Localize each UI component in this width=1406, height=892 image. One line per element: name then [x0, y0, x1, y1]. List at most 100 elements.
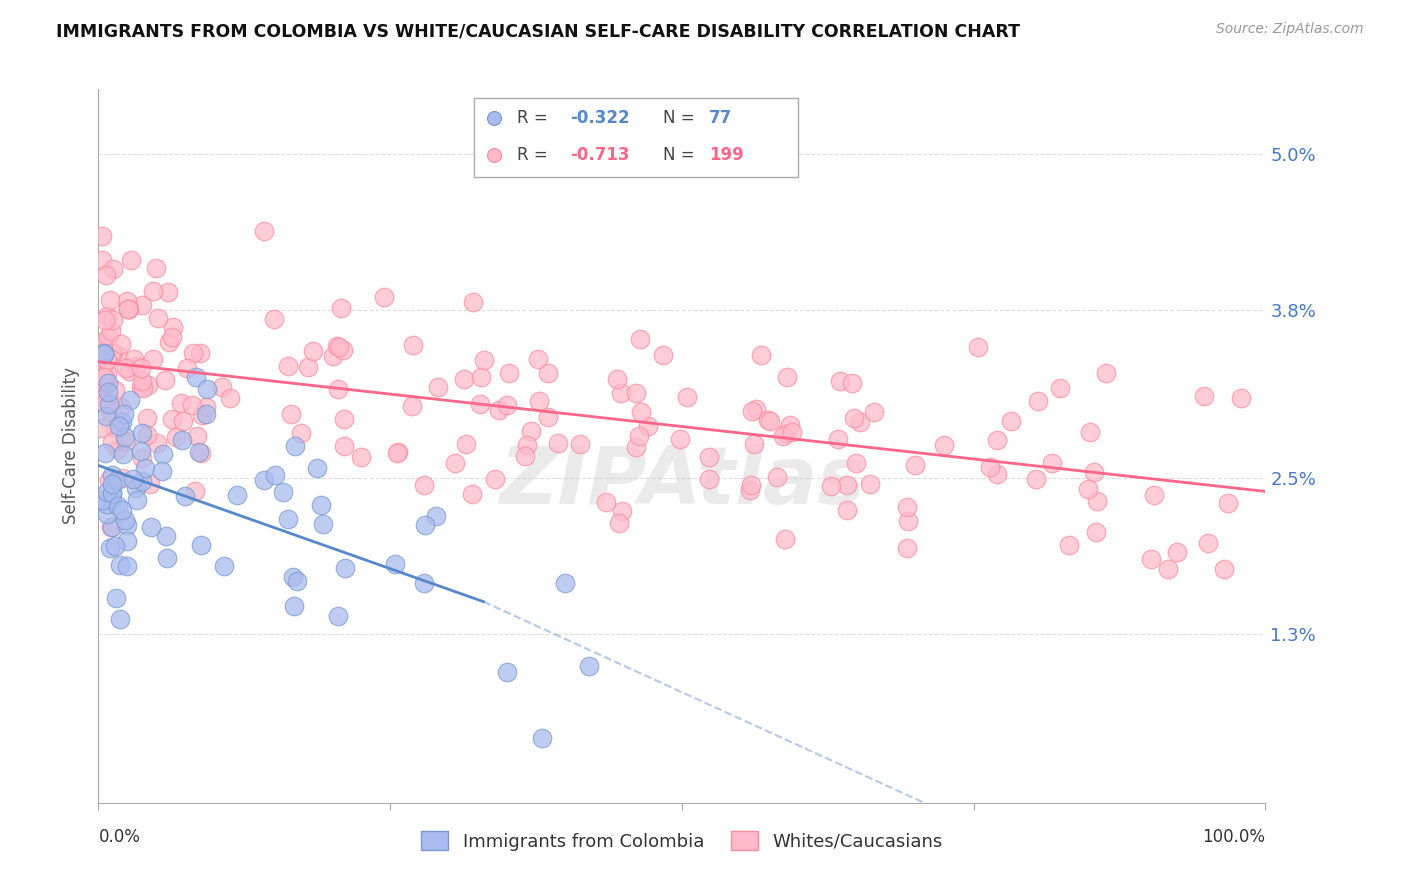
Point	[820, 478, 842, 492]
Point	[1026, 393, 1049, 408]
FancyBboxPatch shape	[474, 98, 799, 177]
Point	[387, 445, 409, 459]
Point	[1213, 562, 1236, 576]
Point	[131, 381, 153, 395]
Point	[104, 421, 127, 435]
Point	[444, 456, 467, 470]
Point	[115, 517, 138, 532]
Point	[513, 449, 536, 463]
Point	[330, 301, 353, 315]
Point	[173, 489, 195, 503]
Point	[100, 324, 122, 338]
Point	[776, 370, 799, 384]
Point	[100, 404, 122, 418]
Point	[896, 500, 918, 514]
Point	[979, 459, 1001, 474]
Point	[98, 395, 121, 409]
Point	[844, 410, 866, 425]
Point	[1084, 525, 1107, 540]
Point	[100, 519, 122, 533]
Point	[772, 429, 794, 443]
Point	[253, 473, 276, 487]
Point	[115, 361, 138, 376]
Point	[277, 359, 299, 373]
Point	[1057, 538, 1080, 552]
Point	[780, 425, 803, 439]
Point	[1157, 562, 1180, 576]
Point	[104, 383, 127, 397]
Point	[114, 513, 136, 527]
Point	[537, 410, 560, 425]
Point	[312, 516, 335, 531]
Point	[461, 486, 484, 500]
Point	[115, 293, 138, 308]
Point	[155, 529, 177, 543]
Point	[470, 369, 492, 384]
Point	[186, 429, 208, 443]
Point	[90, 253, 112, 268]
Point	[309, 498, 332, 512]
Point	[191, 408, 214, 422]
Point	[101, 476, 124, 491]
Point	[90, 376, 112, 390]
Point	[98, 541, 121, 555]
Point	[384, 557, 406, 571]
Point	[90, 385, 112, 400]
Point	[139, 477, 162, 491]
Point	[697, 450, 720, 465]
Point	[537, 366, 560, 380]
Point	[578, 659, 600, 673]
Point	[904, 458, 927, 472]
Point	[751, 348, 773, 362]
Text: Source: ZipAtlas.com: Source: ZipAtlas.com	[1216, 22, 1364, 37]
Point	[135, 410, 157, 425]
Y-axis label: Self-Care Disability: Self-Care Disability	[62, 368, 80, 524]
Point	[520, 424, 543, 438]
Point	[263, 467, 285, 482]
Point	[188, 444, 211, 458]
Point	[426, 380, 449, 394]
Point	[148, 311, 170, 326]
Point	[827, 433, 849, 447]
Point	[775, 426, 797, 441]
Point	[181, 398, 204, 412]
Point	[610, 504, 633, 518]
Point	[530, 731, 553, 745]
Point	[401, 399, 423, 413]
Point	[496, 665, 519, 680]
Point	[96, 507, 118, 521]
Text: R =: R =	[517, 109, 554, 127]
Point	[103, 262, 125, 277]
Point	[373, 290, 395, 304]
Point	[1095, 366, 1118, 380]
Point	[107, 418, 129, 433]
Point	[484, 472, 506, 486]
Point	[290, 426, 312, 441]
Point	[170, 396, 193, 410]
Point	[413, 575, 436, 590]
Point	[214, 558, 236, 573]
Point	[453, 371, 475, 385]
Point	[107, 499, 129, 513]
Point	[766, 470, 789, 484]
Point	[172, 414, 194, 428]
Point	[165, 429, 187, 443]
Point	[90, 335, 112, 350]
Point	[115, 534, 138, 549]
Point	[105, 473, 128, 487]
Point	[146, 435, 169, 450]
Point	[152, 447, 174, 461]
Point	[595, 494, 617, 508]
Point	[162, 320, 184, 334]
Point	[93, 346, 115, 360]
Point	[624, 440, 647, 454]
Point	[150, 464, 173, 478]
Point	[131, 360, 153, 375]
Point	[468, 397, 491, 411]
Point	[1140, 551, 1163, 566]
Point	[413, 518, 436, 533]
Point	[104, 591, 127, 605]
Point	[93, 370, 115, 384]
Point	[488, 403, 510, 417]
Point	[90, 421, 112, 435]
